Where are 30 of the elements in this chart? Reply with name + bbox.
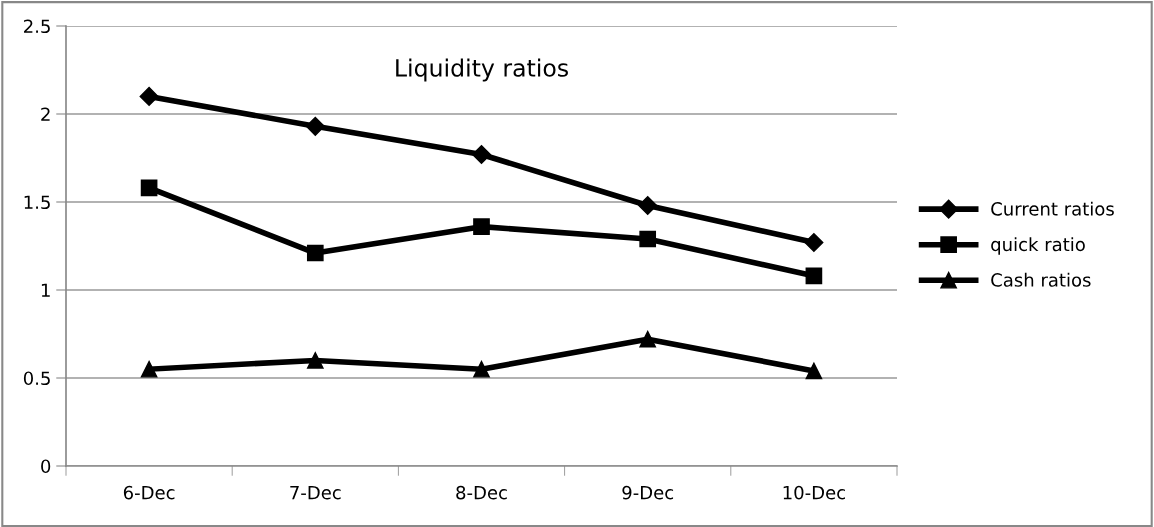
y-tick-label: 1 bbox=[41, 283, 50, 297]
x-tick-label: 6-Dec bbox=[123, 485, 175, 500]
x-tick-label: 9-Dec bbox=[622, 485, 674, 500]
y-tick-label: 2.5 bbox=[24, 19, 50, 34]
point bbox=[805, 267, 823, 285]
point bbox=[140, 360, 158, 378]
point bbox=[639, 230, 657, 248]
x-tick-label: 10-Dec bbox=[783, 485, 845, 500]
point bbox=[473, 360, 490, 378]
text: Liquidity ratios bbox=[396, 58, 568, 82]
point bbox=[639, 330, 657, 348]
point bbox=[473, 218, 490, 235]
x-tick-label: 8-Dec bbox=[456, 485, 507, 500]
point bbox=[471, 144, 492, 165]
point bbox=[804, 232, 824, 253]
y-tick-label: 2 bbox=[41, 107, 50, 121]
point bbox=[305, 116, 325, 136]
legend-label: Cash ratios bbox=[991, 272, 1091, 287]
y-tick-label: 1.5 bbox=[24, 195, 50, 210]
x-tick-label: 7-Dec bbox=[290, 486, 341, 500]
legend-label: Current ratios bbox=[991, 201, 1114, 216]
y-tick-label: 0.5 bbox=[23, 371, 50, 386]
legend-label: quick ratio bbox=[991, 237, 1085, 255]
point bbox=[638, 195, 658, 216]
point bbox=[140, 179, 158, 197]
point bbox=[805, 362, 823, 380]
y-tick-label: 0 bbox=[41, 459, 51, 474]
point bbox=[306, 352, 324, 369]
point bbox=[139, 86, 159, 106]
point bbox=[306, 244, 324, 262]
